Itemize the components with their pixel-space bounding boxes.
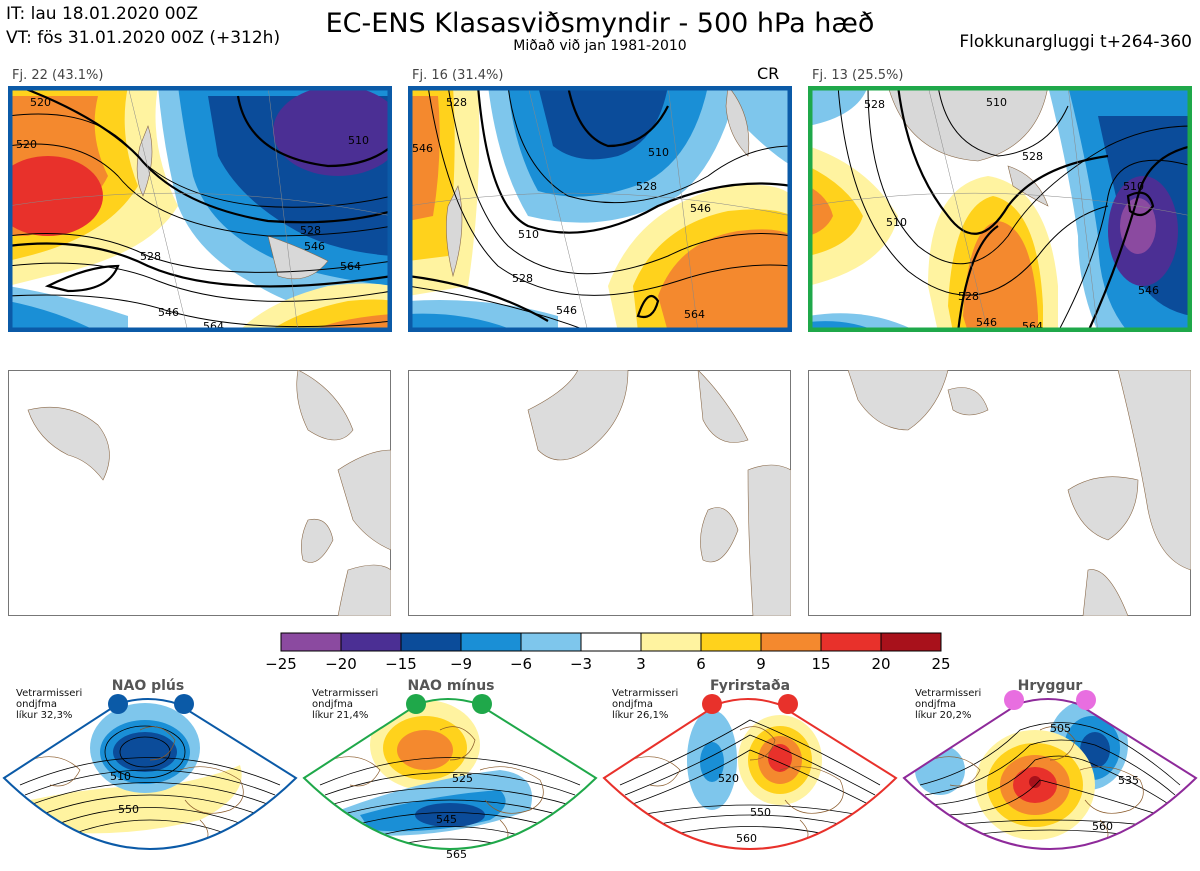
regime-dot-3a xyxy=(702,694,722,714)
cluster-frame xyxy=(808,86,1192,332)
empty-basemap-3 xyxy=(808,370,1191,616)
cluster-frame xyxy=(408,86,792,332)
regime-title-1: NAO plús xyxy=(111,678,185,694)
contour-label: 510 xyxy=(648,146,669,159)
contour-label: 510 xyxy=(110,770,131,783)
colorbar-swatch xyxy=(640,632,702,652)
contour-label: 520 xyxy=(30,96,51,109)
colorbar-swatch xyxy=(340,632,402,652)
colorbar-tick-label: 15 xyxy=(811,655,831,673)
cluster-window: Flokkunargluggi t+264-360 xyxy=(959,32,1192,52)
regime-map-blocking: 520 550 560 xyxy=(602,698,898,850)
contour-label: 528 xyxy=(1022,150,1043,163)
contour-label: 528 xyxy=(864,98,885,111)
contour-label: 550 xyxy=(750,806,771,819)
contour-label: 560 xyxy=(736,832,757,845)
colorbar-swatch xyxy=(820,632,882,652)
contour-label: 564 xyxy=(340,260,361,273)
colorbar-swatch xyxy=(400,632,462,652)
contour-label: 546 xyxy=(690,202,711,215)
contour-label: 565 xyxy=(446,848,467,861)
regime-map-ridge: 505 535 560 xyxy=(902,698,1198,850)
contour-label: 525 xyxy=(452,772,473,785)
contour-label: 546 xyxy=(1138,284,1159,297)
contour-label: 505 xyxy=(1050,722,1071,735)
regime-dot-4b xyxy=(1076,690,1096,710)
regime-info-3: Vetrarmisseri ondjfma líkur 26,1% xyxy=(612,688,679,721)
colorbar-swatch xyxy=(760,632,822,652)
contour-label: 510 xyxy=(886,216,907,229)
contour-label: 528 xyxy=(636,180,657,193)
colorbar-tick-label: 3 xyxy=(636,655,646,673)
colorbar-tick-label: −3 xyxy=(569,655,593,673)
regime-dot-2b xyxy=(472,694,492,714)
page-subtitle: Miðað við jan 1981-2010 xyxy=(513,38,687,54)
colorbar-tick-label: 25 xyxy=(931,655,951,673)
colorbar-tick-label: 6 xyxy=(696,655,706,673)
cluster-map-3: 528 510 528 510 528 546 564 546 510 xyxy=(808,86,1192,332)
colorbar-tick-label: −6 xyxy=(509,655,533,673)
colorbar-swatch xyxy=(460,632,522,652)
regime-info-1: Vetrarmisseri ondjfma líkur 32,3% xyxy=(16,688,83,721)
contour-label: 560 xyxy=(1092,820,1113,833)
contour-label: 564 xyxy=(684,308,705,321)
contour-label: 546 xyxy=(556,304,577,317)
regime-title-3: Fyrirstaða xyxy=(709,678,791,694)
cluster-label-2: Fj. 16 (31.4%) xyxy=(412,68,504,83)
initial-time: IT: lau 18.01.2020 00Z xyxy=(6,4,198,24)
valid-time: VT: fös 31.01.2020 00Z (+312h) xyxy=(6,28,281,48)
contour-label: 528 xyxy=(300,224,321,237)
regime-dot-1b xyxy=(174,694,194,714)
contour-label: 546 xyxy=(976,316,997,329)
colorbar xyxy=(280,632,942,652)
cluster-label-1: Fj. 22 (43.1%) xyxy=(12,68,104,83)
colorbar-tick-label: −9 xyxy=(449,655,473,673)
regime-dot-4a xyxy=(1004,690,1024,710)
contour-label: 528 xyxy=(140,250,161,263)
control-run-tag: CR xyxy=(757,64,780,83)
colorbar-swatch xyxy=(520,632,582,652)
cluster-label-3: Fj. 13 (25.5%) xyxy=(812,68,904,83)
contour-label: 520 xyxy=(16,138,37,151)
contour-label: 546 xyxy=(412,142,433,155)
empty-basemap-2 xyxy=(408,370,791,616)
colorbar-tick-label: −20 xyxy=(325,655,357,673)
contour-label: 510 xyxy=(518,228,539,241)
regime-title-2: NAO mínus xyxy=(407,678,495,694)
regime-dot-3b xyxy=(778,694,798,714)
cluster-map-1: 520 520 510 528 546 564 528 546 564 xyxy=(8,86,392,332)
contour-label: 510 xyxy=(348,134,369,147)
contour-label: 510 xyxy=(986,96,1007,109)
contour-label: 528 xyxy=(446,96,467,109)
contour-label: 545 xyxy=(436,813,457,826)
regime-info-2: Vetrarmisseri ondjfma líkur 21,4% xyxy=(312,688,379,721)
colorbar-tick-label: 20 xyxy=(871,655,891,673)
colorbar-swatch xyxy=(880,632,942,652)
empty-basemap-1 xyxy=(8,370,391,616)
contour-label: 528 xyxy=(512,272,533,285)
contour-label: 528 xyxy=(958,290,979,303)
colorbar-tick-label: 9 xyxy=(756,655,766,673)
colorbar-swatch xyxy=(280,632,342,652)
contour-label: 520 xyxy=(718,772,739,785)
regime-dot-1a xyxy=(108,694,128,714)
cluster-frame xyxy=(8,86,392,332)
regime-info-4: Vetrarmisseri ondjfma líkur 20,2% xyxy=(915,688,982,721)
colorbar-tick-label: −25 xyxy=(265,655,297,673)
colorbar-tick-label: −15 xyxy=(385,655,417,673)
regime-dot-2a xyxy=(406,694,426,714)
page-title: EC-ENS Klasasviðsmyndir - 500 hPa hæð xyxy=(325,8,875,39)
cluster-map-2: 528 546 510 528 546 510 528 546 564 xyxy=(408,86,792,332)
regime-map-nao-minus: 525 545 565 xyxy=(302,698,598,861)
colorbar-swatch xyxy=(580,632,642,652)
regime-title-4: Hryggur xyxy=(1017,678,1083,694)
contour-label: 535 xyxy=(1118,774,1139,787)
contour-label: 546 xyxy=(304,240,325,253)
regime-map-nao-plus: 510 550 xyxy=(2,698,298,850)
contour-label: 550 xyxy=(118,803,139,816)
colorbar-swatch xyxy=(700,632,762,652)
contour-label: 546 xyxy=(158,306,179,319)
contour-label: 510 xyxy=(1123,180,1144,193)
